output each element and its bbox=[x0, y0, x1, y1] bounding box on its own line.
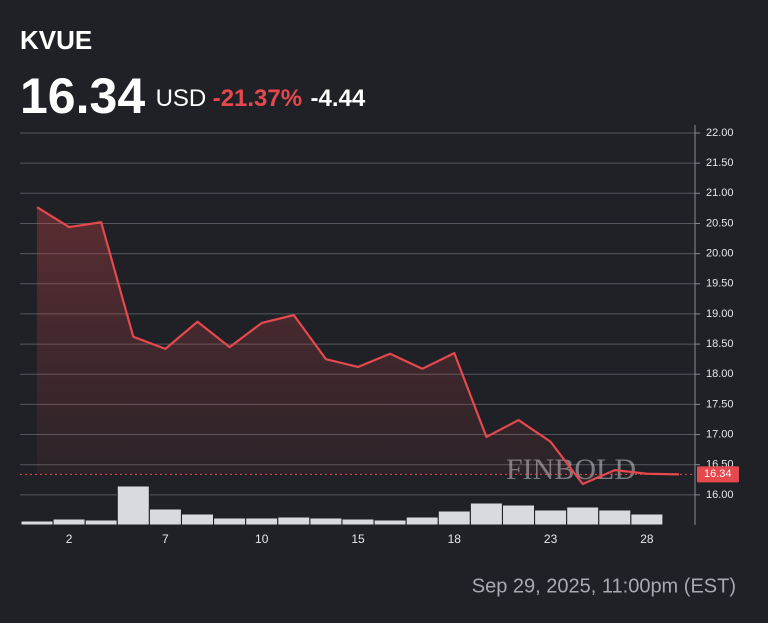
volume-bar bbox=[277, 516, 311, 526]
volume-bar bbox=[373, 519, 407, 526]
volume-bar bbox=[181, 513, 214, 526]
last-value-label: 16.34 bbox=[704, 468, 732, 480]
y-tick-label: 18.50 bbox=[706, 338, 734, 350]
last-value-box bbox=[697, 466, 739, 483]
x-tick-label: 2 bbox=[66, 532, 73, 546]
x-tick-label: 10 bbox=[255, 532, 269, 546]
volume-bar bbox=[213, 517, 247, 526]
currency: USD bbox=[156, 85, 207, 112]
x-tick-label: 7 bbox=[162, 532, 169, 546]
x-tick-label: 28 bbox=[640, 532, 654, 546]
y-tick-label: 17.50 bbox=[706, 398, 734, 410]
volume-bar bbox=[309, 517, 343, 526]
volume-bar bbox=[566, 506, 600, 526]
volume-bar bbox=[630, 513, 664, 526]
x-tick-label: 15 bbox=[351, 532, 365, 546]
volume-bar bbox=[20, 520, 54, 526]
y-tick-label: 20.50 bbox=[706, 217, 734, 229]
area-fill bbox=[37, 207, 679, 484]
y-tick-label: 18.00 bbox=[706, 368, 734, 380]
price-header: 16.34 USD -21.37% -4.44 bbox=[20, 68, 366, 124]
change-pct: -21.37% bbox=[213, 85, 302, 112]
volume-bar bbox=[534, 509, 568, 526]
volume-bar bbox=[148, 508, 182, 526]
volume-bar bbox=[245, 517, 279, 526]
ticker: KVUE bbox=[20, 25, 92, 55]
y-tick-label: 22.00 bbox=[706, 127, 734, 139]
y-tick-label: 21.50 bbox=[706, 157, 734, 169]
volume-bar bbox=[116, 485, 150, 526]
price-line bbox=[36, 206, 680, 486]
volume-bar bbox=[341, 518, 375, 526]
volume-bar bbox=[502, 504, 535, 526]
volume-bar bbox=[84, 519, 118, 526]
x-tick-label: 18 bbox=[448, 532, 462, 546]
volume-bar bbox=[52, 518, 86, 526]
volume-bar bbox=[437, 510, 471, 526]
plot: 16.0016.5017.0017.5018.0018.5019.0019.50… bbox=[20, 125, 739, 546]
timestamp: Sep 29, 2025, 11:00pm (EST) bbox=[472, 575, 736, 597]
volume-bar bbox=[405, 516, 439, 526]
price: 16.34 bbox=[20, 68, 145, 124]
y-tick-label: 19.50 bbox=[706, 278, 734, 290]
y-tick-label: 19.00 bbox=[706, 308, 734, 320]
y-tick-label: 20.00 bbox=[706, 248, 734, 260]
volume-bar bbox=[598, 509, 632, 526]
change: -4.44 bbox=[311, 85, 366, 112]
volume-bar bbox=[469, 502, 503, 526]
y-tick-label: 16.00 bbox=[706, 489, 734, 501]
x-tick-label: 23 bbox=[544, 532, 558, 546]
y-tick-label: 21.00 bbox=[706, 187, 734, 199]
y-tick-label: 17.00 bbox=[706, 428, 734, 440]
